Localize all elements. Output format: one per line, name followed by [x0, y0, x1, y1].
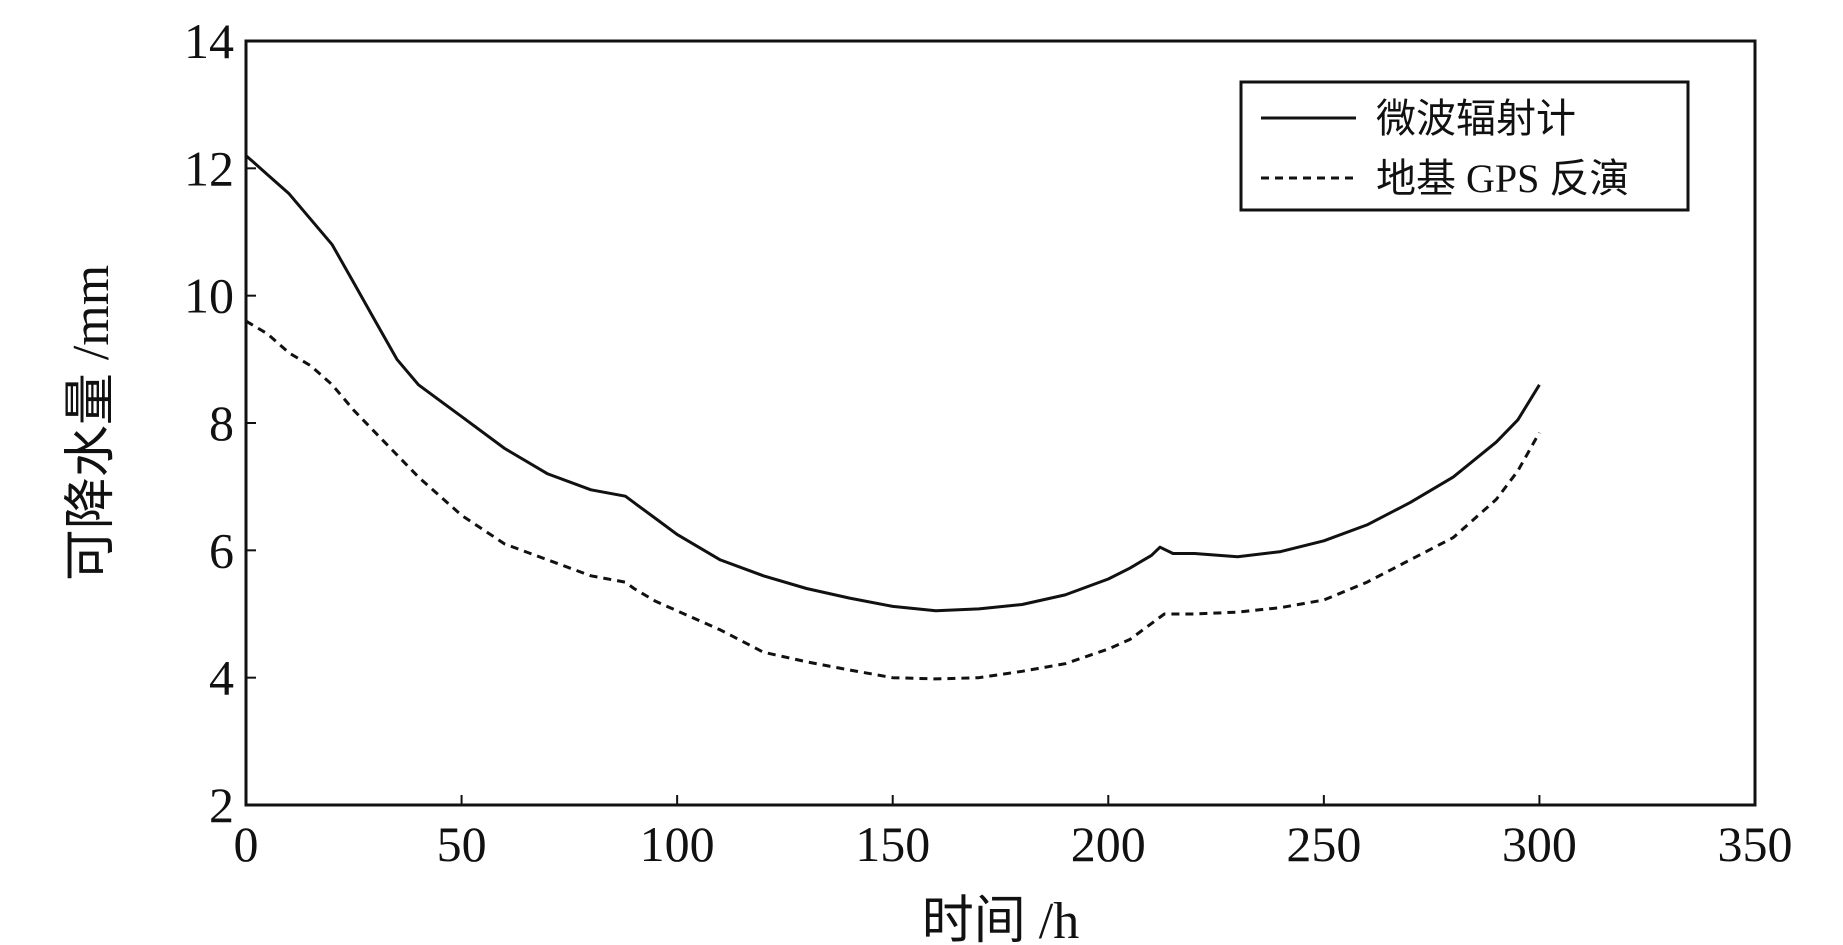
x-tick-label: 150	[855, 816, 930, 872]
x-tick-label: 250	[1286, 816, 1361, 872]
x-tick-label: 300	[1502, 816, 1577, 872]
legend-box	[1239, 80, 1690, 212]
axes-layer: 0 50 100 150 200 250 300 350 2 4 6 8 10 12 14	[184, 13, 1793, 872]
x-tick-label: 200	[1071, 816, 1146, 872]
y-tick-label: 12	[184, 140, 234, 196]
y-tick-label: 6	[209, 522, 234, 578]
series-layer	[245, 154, 1541, 681]
x-tick-label: 350	[1718, 816, 1793, 872]
y-tick-label: 4	[209, 650, 234, 706]
x-tick-label: 100	[640, 816, 715, 872]
x-tick-label: 50	[437, 816, 487, 872]
x-tick-label: 0	[234, 816, 259, 872]
y-tick-label: 14	[184, 13, 234, 69]
x-axis-title: 时间 /h	[922, 893, 1079, 945]
series-line-0	[245, 154, 1541, 613]
y-tick-label: 10	[184, 268, 234, 324]
legend-label-0: 微波辐射计	[1376, 96, 1576, 141]
y-tick-label: 8	[209, 395, 234, 451]
y-axis-title: 可降水量 /mm	[63, 265, 120, 581]
y-tick-label: 2	[209, 777, 234, 833]
legend-label-1: 地基 GPS 反演	[1376, 156, 1629, 201]
